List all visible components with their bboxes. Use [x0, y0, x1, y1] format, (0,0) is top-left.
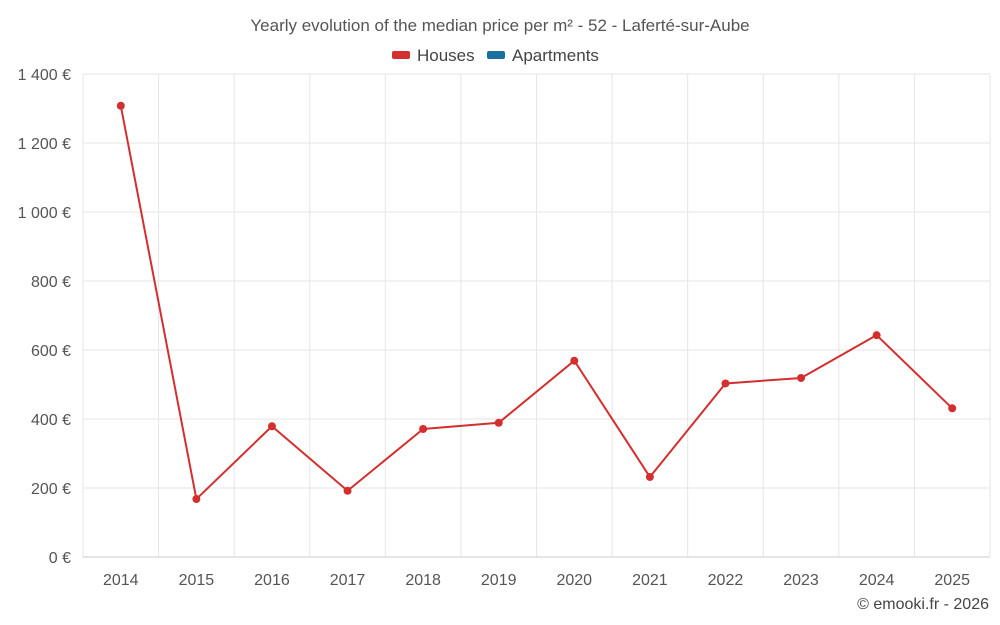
y-tick-label: 600 €	[31, 343, 71, 360]
x-tick-label: 2017	[330, 572, 366, 589]
y-tick-label: 0 €	[49, 550, 71, 567]
x-tick-label: 2019	[481, 572, 517, 589]
x-tick-label: 2021	[632, 572, 668, 589]
credit-text: © emooki.fr - 2026	[857, 596, 989, 613]
y-tick-label: 1 200 €	[18, 136, 71, 153]
x-tick-label: 2020	[556, 572, 592, 589]
data-point[interactable]	[419, 425, 428, 434]
data-point[interactable]	[721, 379, 730, 388]
y-axis: 0 € 200 € 400 € 600 € 800 € 1 000 € 1 200 € 1 4…	[18, 67, 71, 567]
y-tick-label: 200 €	[31, 481, 71, 498]
x-tick-label: 2014	[103, 572, 139, 589]
x-axis: 2014 2015 2016 2017 2018 2019 2020 2021 2022 2023…	[103, 572, 970, 589]
data-point[interactable]	[797, 373, 806, 382]
x-tick-label: 2025	[934, 572, 970, 589]
data-point[interactable]	[116, 101, 125, 110]
y-tick-label: 800 €	[31, 274, 71, 291]
legend-swatch-houses	[392, 51, 410, 59]
legend-item-apartments[interactable]: Apartments	[487, 46, 599, 65]
y-tick-label: 1 000 €	[18, 205, 71, 222]
legend: Houses Apartments	[392, 46, 599, 65]
series-houses	[116, 101, 957, 504]
x-tick-label: 2023	[783, 572, 819, 589]
legend-item-houses[interactable]: Houses	[392, 46, 475, 65]
data-point[interactable]	[494, 418, 503, 427]
data-point[interactable]	[570, 356, 579, 365]
y-tick-label: 1 400 €	[18, 67, 71, 84]
data-point[interactable]	[872, 331, 881, 340]
data-point[interactable]	[267, 422, 276, 431]
legend-label-apartments: Apartments	[512, 46, 599, 65]
legend-swatch-apartments	[487, 51, 505, 59]
x-tick-label: 2015	[179, 572, 215, 589]
x-tick-label: 2018	[405, 572, 441, 589]
data-point[interactable]	[948, 404, 957, 413]
data-point[interactable]	[343, 486, 352, 495]
data-point[interactable]	[645, 472, 654, 481]
data-point[interactable]	[192, 495, 201, 504]
series-line-houses	[119, 105, 953, 501]
x-gridlines	[82, 74, 991, 558]
x-tick-label: 2024	[859, 572, 895, 589]
x-tick-label: 2022	[708, 572, 744, 589]
legend-label-houses: Houses	[417, 46, 475, 65]
x-tick-label: 2016	[254, 572, 290, 589]
chart-title: Yearly evolution of the median price per…	[250, 16, 749, 35]
y-tick-label: 400 €	[31, 412, 71, 429]
